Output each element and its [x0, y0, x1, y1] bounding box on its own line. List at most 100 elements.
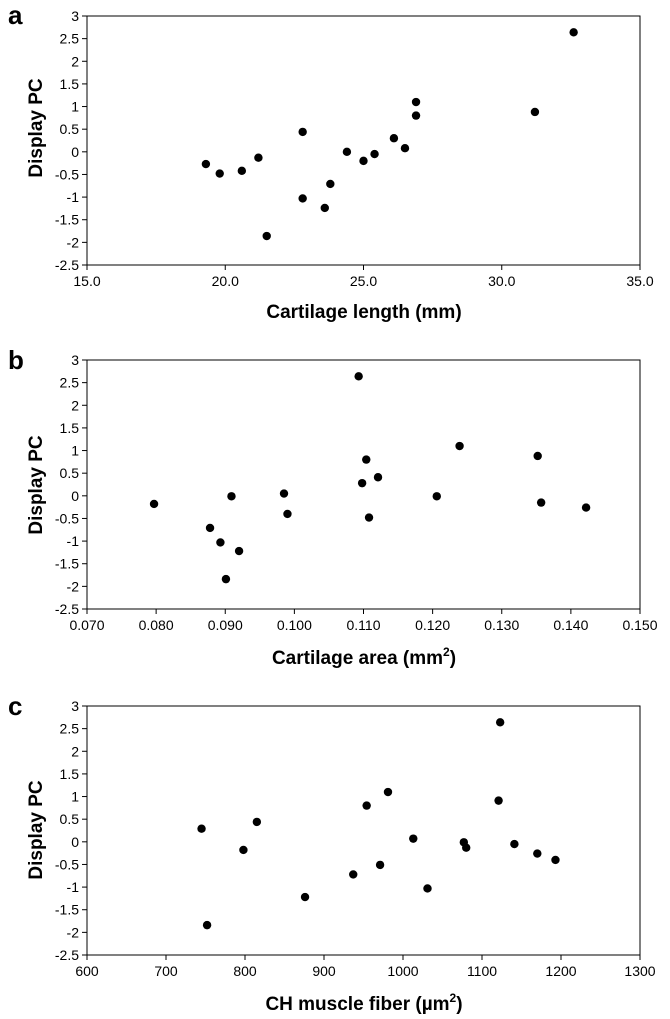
y-tick-label-a: -2 [67, 234, 80, 250]
y-tick-label-c: 2.5 [60, 721, 80, 737]
x-axis-title-b: Cartilage area (mm2) [272, 645, 456, 669]
panel-letter-b: b [8, 345, 24, 375]
x-tick-label-c: 1100 [467, 963, 497, 979]
x-tick-label-a: 20.0 [212, 273, 239, 289]
x-tick-label-b: 0.130 [484, 617, 519, 633]
data-point-a [389, 134, 399, 143]
x-tick-label-c: 1300 [624, 963, 655, 979]
y-tick-label-a: 0 [71, 144, 79, 160]
y-tick-label-b: 1 [71, 443, 79, 459]
points-group-a [201, 28, 578, 241]
data-point-c [494, 796, 503, 805]
data-point-b [205, 523, 215, 533]
y-tick-label-a: -1 [67, 189, 80, 205]
y-tick-label-b: -2.5 [55, 601, 79, 617]
x-tick-label-c: 1000 [387, 963, 418, 979]
y-tick-label-c: 3 [71, 698, 79, 714]
y-tick-label-b: 3 [71, 352, 79, 368]
points-group-c [197, 718, 560, 930]
data-point-b [354, 372, 363, 381]
data-point-c [349, 870, 358, 879]
x-tick-label-b: 0.140 [553, 617, 588, 633]
y-tick-label-a: 3 [71, 8, 79, 24]
x-tick-label-a: 35.0 [626, 273, 653, 289]
y-tick-label-b: -0.5 [55, 510, 79, 526]
data-point-c [462, 843, 471, 852]
y-tick-label-b: -1 [67, 533, 80, 549]
y-tick-label-c: -1 [67, 879, 80, 895]
data-point-b [533, 451, 542, 461]
x-tick-label-c: 1200 [545, 963, 576, 979]
data-point-c [375, 860, 385, 870]
y-axis-title-a: Display PC [26, 78, 47, 178]
x-tick-label-b: 0.080 [139, 617, 174, 633]
data-point-a [370, 149, 379, 159]
x-tick-label-b: 0.110 [347, 617, 381, 633]
data-point-b [536, 498, 546, 507]
data-point-a [569, 28, 578, 37]
y-tick-label-c: 0.5 [60, 811, 80, 827]
data-point-b [216, 538, 225, 547]
x-tick-label-b: 0.100 [277, 617, 312, 633]
x-tick-label-b: 0.150 [622, 617, 657, 633]
tick-group-b: 0.070 0.080 0.090 0.100 0.110 0.120 0.130 0.140… [55, 352, 658, 633]
panel-letter-c: c [8, 691, 22, 721]
data-point-c [510, 839, 519, 849]
data-point-c [409, 834, 418, 843]
data-point-a [298, 127, 307, 137]
tick-group-a: 15.0 20.0 25.0 30.0 35.0 3 2.5 2 1.5 1 0.5 0 -0.5 -1 -… [55, 8, 654, 289]
data-point-b [221, 574, 231, 584]
panel-b: b Display PC 0.070 0.080 0.090 0.100 0.110 0.… [8, 345, 658, 669]
y-tick-label-a: 1 [71, 99, 79, 115]
x-tick-label-c: 800 [233, 963, 257, 979]
data-point-a [359, 156, 368, 166]
data-point-b [581, 503, 591, 512]
y-tick-label-c: 1 [71, 789, 79, 805]
y-tick-label-b: -1.5 [55, 556, 79, 572]
panel-letter-a: a [8, 0, 23, 30]
y-tick-label-a: 2 [71, 53, 79, 69]
y-tick-label-c: -0.5 [55, 856, 79, 872]
y-tick-label-b: 0 [71, 488, 79, 504]
data-point-a [320, 203, 329, 213]
data-point-b [432, 492, 441, 501]
data-point-c [239, 845, 248, 855]
x-axis-title-text-c: CH muscle fiber (µm [265, 994, 449, 1015]
data-point-a [237, 166, 247, 176]
data-point-b [455, 441, 464, 451]
y-axis-title-b: Display PC [26, 435, 47, 535]
data-point-a [400, 143, 410, 153]
data-point-a [326, 179, 335, 189]
data-point-a [411, 111, 421, 120]
data-point-b [373, 473, 383, 482]
panel-a: a Display PC 15.0 20.0 25.0 30.0 35.0 3 2.5 2 1.… [8, 0, 654, 323]
data-point-a [262, 231, 271, 241]
x-axis-title-sup-c: 2 [450, 991, 457, 1005]
y-tick-label-c: 1.5 [60, 766, 80, 782]
x-tick-label-a: 30.0 [488, 273, 515, 289]
data-point-b [149, 499, 159, 509]
y-tick-label-c: 0 [71, 834, 79, 850]
x-axis-title-sup-b: 2 [443, 645, 450, 659]
y-tick-label-b: -2 [67, 578, 80, 594]
y-tick-label-a: 1.5 [60, 76, 80, 92]
x-axis-title-a: Cartilage length (mm) [266, 302, 461, 323]
data-point-a [342, 147, 352, 157]
y-tick-label-b: 2 [71, 397, 79, 413]
tick-group-c: 600 700 800 900 1000 1100 1200 1300 3 2.5 2 1.5 1 0.5… [55, 698, 656, 979]
data-point-c [551, 855, 560, 865]
y-tick-label-c: -1.5 [55, 902, 79, 918]
data-point-b [279, 489, 289, 498]
y-tick-label-a: 0.5 [60, 121, 80, 137]
data-point-c [197, 824, 206, 833]
y-tick-label-a: -0.5 [55, 166, 79, 182]
x-axis-title-suffix-b: ) [450, 648, 456, 669]
data-point-b [364, 513, 374, 522]
plot-frame-a [86, 15, 641, 266]
x-axis-title-c: CH muscle fiber (µm2) [265, 991, 462, 1015]
data-point-c [383, 787, 393, 797]
y-tick-label-c: -2 [67, 924, 80, 940]
x-axis-title-text-a: Cartilage length (mm) [266, 302, 461, 323]
data-point-b [283, 509, 292, 519]
y-tick-label-b: 0.5 [60, 465, 80, 481]
